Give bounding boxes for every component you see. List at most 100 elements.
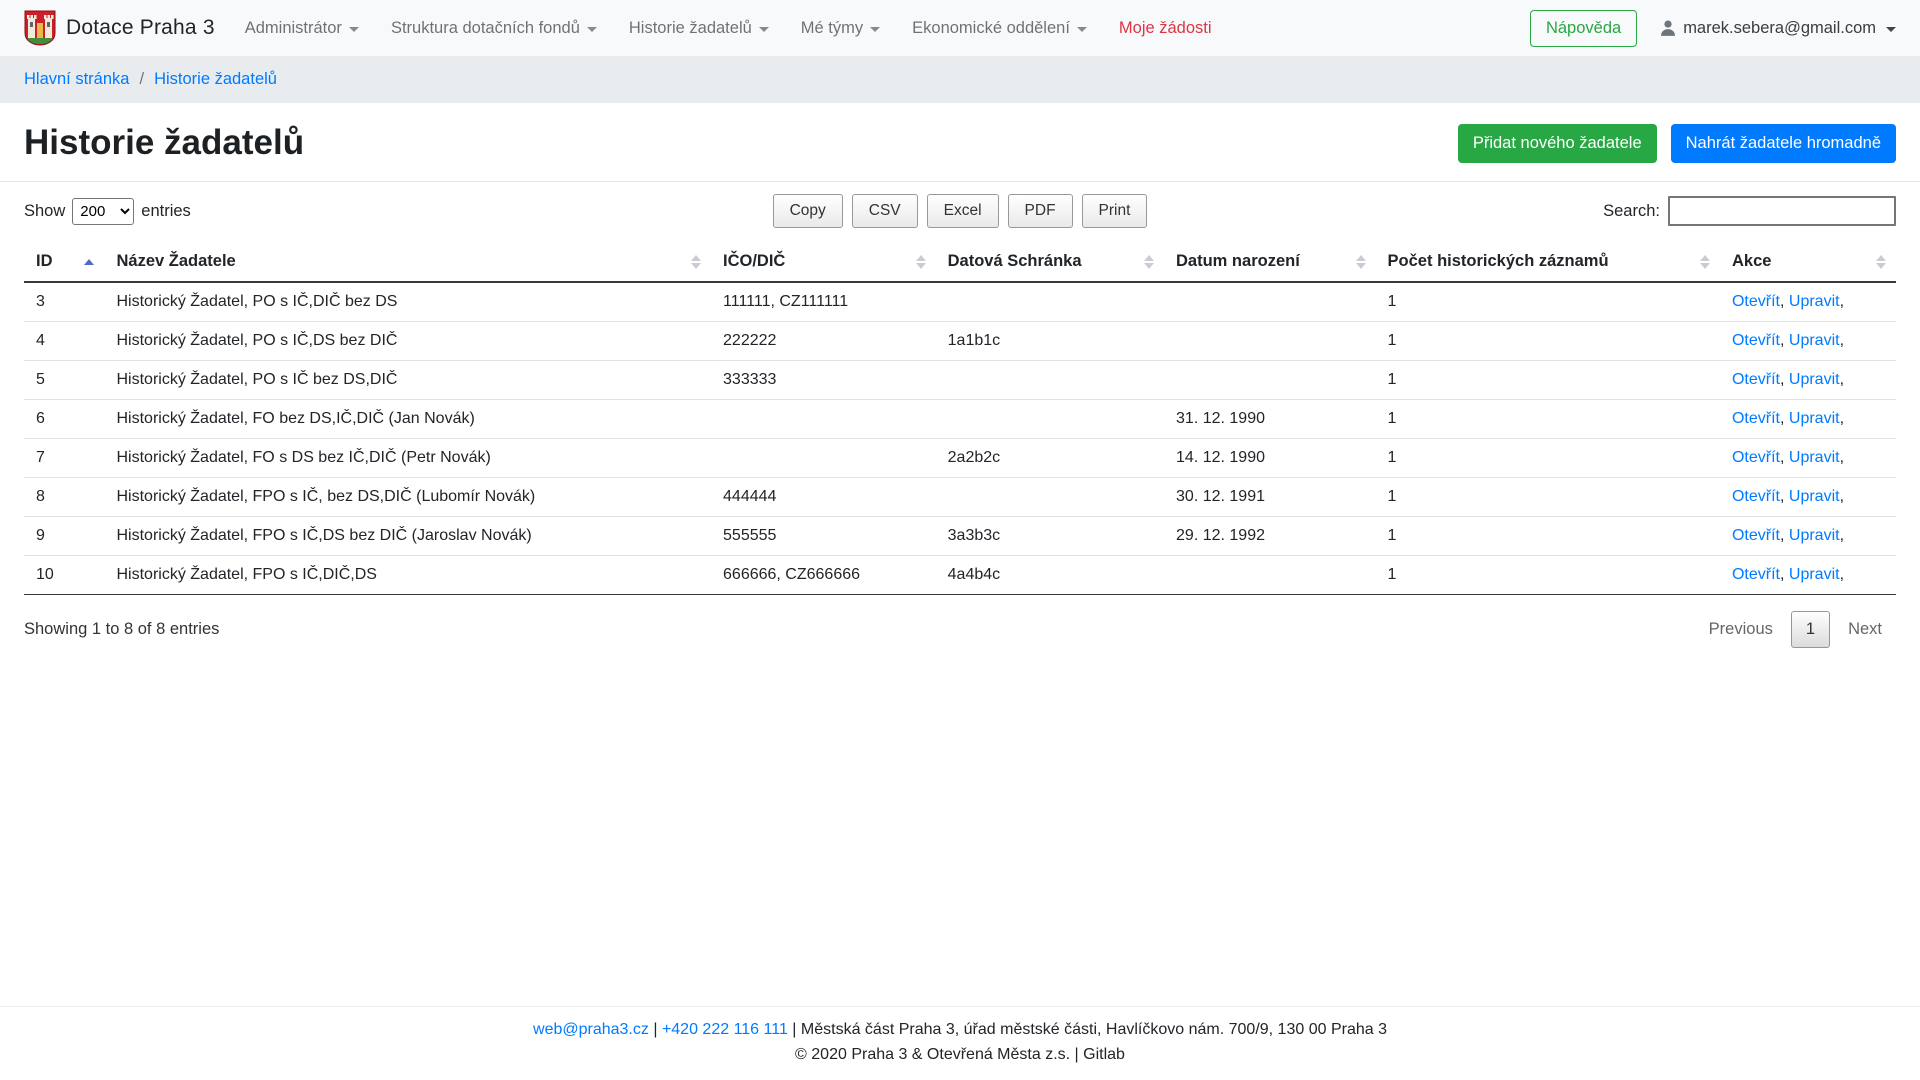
nav-item-5[interactable]: Moje žádosti [1103, 19, 1228, 38]
cell-count: 1 [1376, 556, 1720, 595]
column-header-dob[interactable]: Datum narození [1164, 242, 1376, 282]
nav-item-label: Historie žadatelů [629, 19, 752, 38]
cell-actions: Otevřít, Upravit, [1720, 322, 1896, 361]
column-header-ico[interactable]: IČO/DIČ [711, 242, 936, 282]
edit-link[interactable]: Upravit [1789, 566, 1840, 583]
page-length-select[interactable]: 200 [72, 198, 134, 225]
footer-address: Městská část Praha 3, úřad městské části… [801, 1021, 1387, 1038]
cell-id: 6 [24, 400, 104, 439]
column-label: Akce [1732, 252, 1771, 270]
export-pdf-button[interactable]: PDF [1008, 194, 1073, 228]
cell-ds [936, 361, 1164, 400]
edit-link[interactable]: Upravit [1789, 332, 1840, 349]
export-buttons: Copy CSV Excel PDF Print [773, 194, 1148, 228]
chevron-down-icon [587, 27, 597, 32]
cell-ds [936, 282, 1164, 322]
cell-id: 8 [24, 478, 104, 517]
table-row: 9Historický Žadatel, FPO s IČ,DS bez DIČ… [24, 517, 1896, 556]
pagination-page-1[interactable]: 1 [1791, 611, 1830, 648]
cell-dob: 31. 12. 1990 [1164, 400, 1376, 439]
cell-ico: 333333 [711, 361, 936, 400]
search-input[interactable] [1668, 196, 1896, 226]
bulk-upload-button[interactable]: Nahrát žadatele hromadně [1671, 124, 1896, 163]
search-label: Search: [1603, 202, 1660, 221]
nav-item-0[interactable]: Administrátor [229, 19, 375, 38]
nav-item-3[interactable]: Mé týmy [785, 19, 896, 38]
column-header-akce[interactable]: Akce [1720, 242, 1896, 282]
cell-actions: Otevřít, Upravit, [1720, 400, 1896, 439]
column-header-count[interactable]: Počet historických záznamů [1376, 242, 1720, 282]
nav-item-label: Struktura dotačních fondů [391, 19, 580, 38]
open-link[interactable]: Otevřít [1732, 449, 1780, 466]
sort-icon [1356, 255, 1366, 269]
show-label: Show [24, 202, 65, 221]
cell-ds: 1a1b1c [936, 322, 1164, 361]
cell-actions: Otevřít, Upravit, [1720, 361, 1896, 400]
breadcrumb-home-link[interactable]: Hlavní stránka [24, 70, 129, 89]
header-buttons: Přidat nového žadatele Nahrát žadatele h… [1458, 124, 1896, 163]
open-link[interactable]: Otevřít [1732, 332, 1780, 349]
applicants-table-wrap: ID Název Žadatele IČO/DIČ Datová SchránkaDa… [0, 238, 1920, 595]
nav-item-2[interactable]: Historie žadatelů [613, 19, 785, 38]
pagination-previous[interactable]: Previous [1695, 612, 1787, 647]
brand[interactable]: Dotace Praha 3 [24, 10, 215, 46]
column-header-name[interactable]: Název Žadatele [104, 242, 711, 282]
footer-contact-line: web@praha3.cz | +420 222 116 111 | Městs… [0, 1021, 1920, 1039]
nav-item-4[interactable]: Ekonomické oddělení [896, 19, 1103, 38]
add-applicant-button[interactable]: Přidat nového žadatele [1458, 124, 1657, 163]
applicants-table: ID Název Žadatele IČO/DIČ Datová SchránkaDa… [24, 242, 1896, 595]
nav-item-1[interactable]: Struktura dotačních fondů [375, 19, 613, 38]
nav-item-label: Ekonomické oddělení [912, 19, 1070, 38]
cell-actions: Otevřít, Upravit, [1720, 282, 1896, 322]
pagination: Previous 1 Next [1695, 611, 1896, 648]
cell-ico: 444444 [711, 478, 936, 517]
sort-icon [1876, 255, 1886, 269]
cell-dob: 14. 12. 1990 [1164, 439, 1376, 478]
cell-dob: 29. 12. 1992 [1164, 517, 1376, 556]
cell-id: 10 [24, 556, 104, 595]
user-menu[interactable]: marek.sebera@gmail.com [1659, 19, 1896, 38]
pagination-next[interactable]: Next [1834, 612, 1896, 647]
footer-email-link[interactable]: web@praha3.cz [533, 1021, 649, 1038]
column-label: ID [36, 252, 53, 270]
top-navbar: Dotace Praha 3 Administrátor Struktura do… [0, 0, 1920, 56]
open-link[interactable]: Otevřít [1732, 527, 1780, 544]
breadcrumb-current-link[interactable]: Historie žadatelů [154, 70, 277, 89]
cell-actions: Otevřít, Upravit, [1720, 439, 1896, 478]
footer-phone-link[interactable]: +420 222 116 111 [662, 1021, 788, 1038]
chevron-down-icon [870, 27, 880, 32]
praha3-coat-of-arms-icon [24, 10, 56, 46]
cell-id: 4 [24, 322, 104, 361]
cell-ico: 555555 [711, 517, 936, 556]
table-row: 5Historický Žadatel, PO s IČ bez DS,DIČ3… [24, 361, 1896, 400]
cell-dob [1164, 322, 1376, 361]
export-print-button[interactable]: Print [1082, 194, 1148, 228]
export-copy-button[interactable]: Copy [773, 194, 843, 228]
cell-name: Historický Žadatel, FPO s IČ,DS bez DIČ … [104, 517, 711, 556]
edit-link[interactable]: Upravit [1789, 371, 1840, 388]
column-header-id[interactable]: ID [24, 242, 104, 282]
open-link[interactable]: Otevřít [1732, 410, 1780, 427]
edit-link[interactable]: Upravit [1789, 527, 1840, 544]
table-row: 4Historický Žadatel, PO s IČ,DS bez DIČ2… [24, 322, 1896, 361]
sort-icon [1700, 255, 1710, 269]
column-label: IČO/DIČ [723, 252, 785, 270]
open-link[interactable]: Otevřít [1732, 566, 1780, 583]
user-email: marek.sebera@gmail.com [1683, 19, 1876, 38]
open-link[interactable]: Otevřít [1732, 371, 1780, 388]
edit-link[interactable]: Upravit [1789, 293, 1840, 310]
search-control: Search: [1147, 196, 1896, 226]
export-csv-button[interactable]: CSV [852, 194, 918, 228]
chevron-down-icon [1886, 27, 1896, 32]
open-link[interactable]: Otevřít [1732, 488, 1780, 505]
edit-link[interactable]: Upravit [1789, 410, 1840, 427]
footer-separator-2: | [792, 1021, 801, 1038]
column-header-ds[interactable]: Datová Schránka [936, 242, 1164, 282]
breadcrumb-separator: / [139, 70, 144, 89]
help-button[interactable]: Nápověda [1530, 10, 1637, 47]
edit-link[interactable]: Upravit [1789, 449, 1840, 466]
table-row: 10Historický Žadatel, FPO s IČ,DIČ,DS666… [24, 556, 1896, 595]
open-link[interactable]: Otevřít [1732, 293, 1780, 310]
export-excel-button[interactable]: Excel [927, 194, 999, 228]
edit-link[interactable]: Upravit [1789, 488, 1840, 505]
